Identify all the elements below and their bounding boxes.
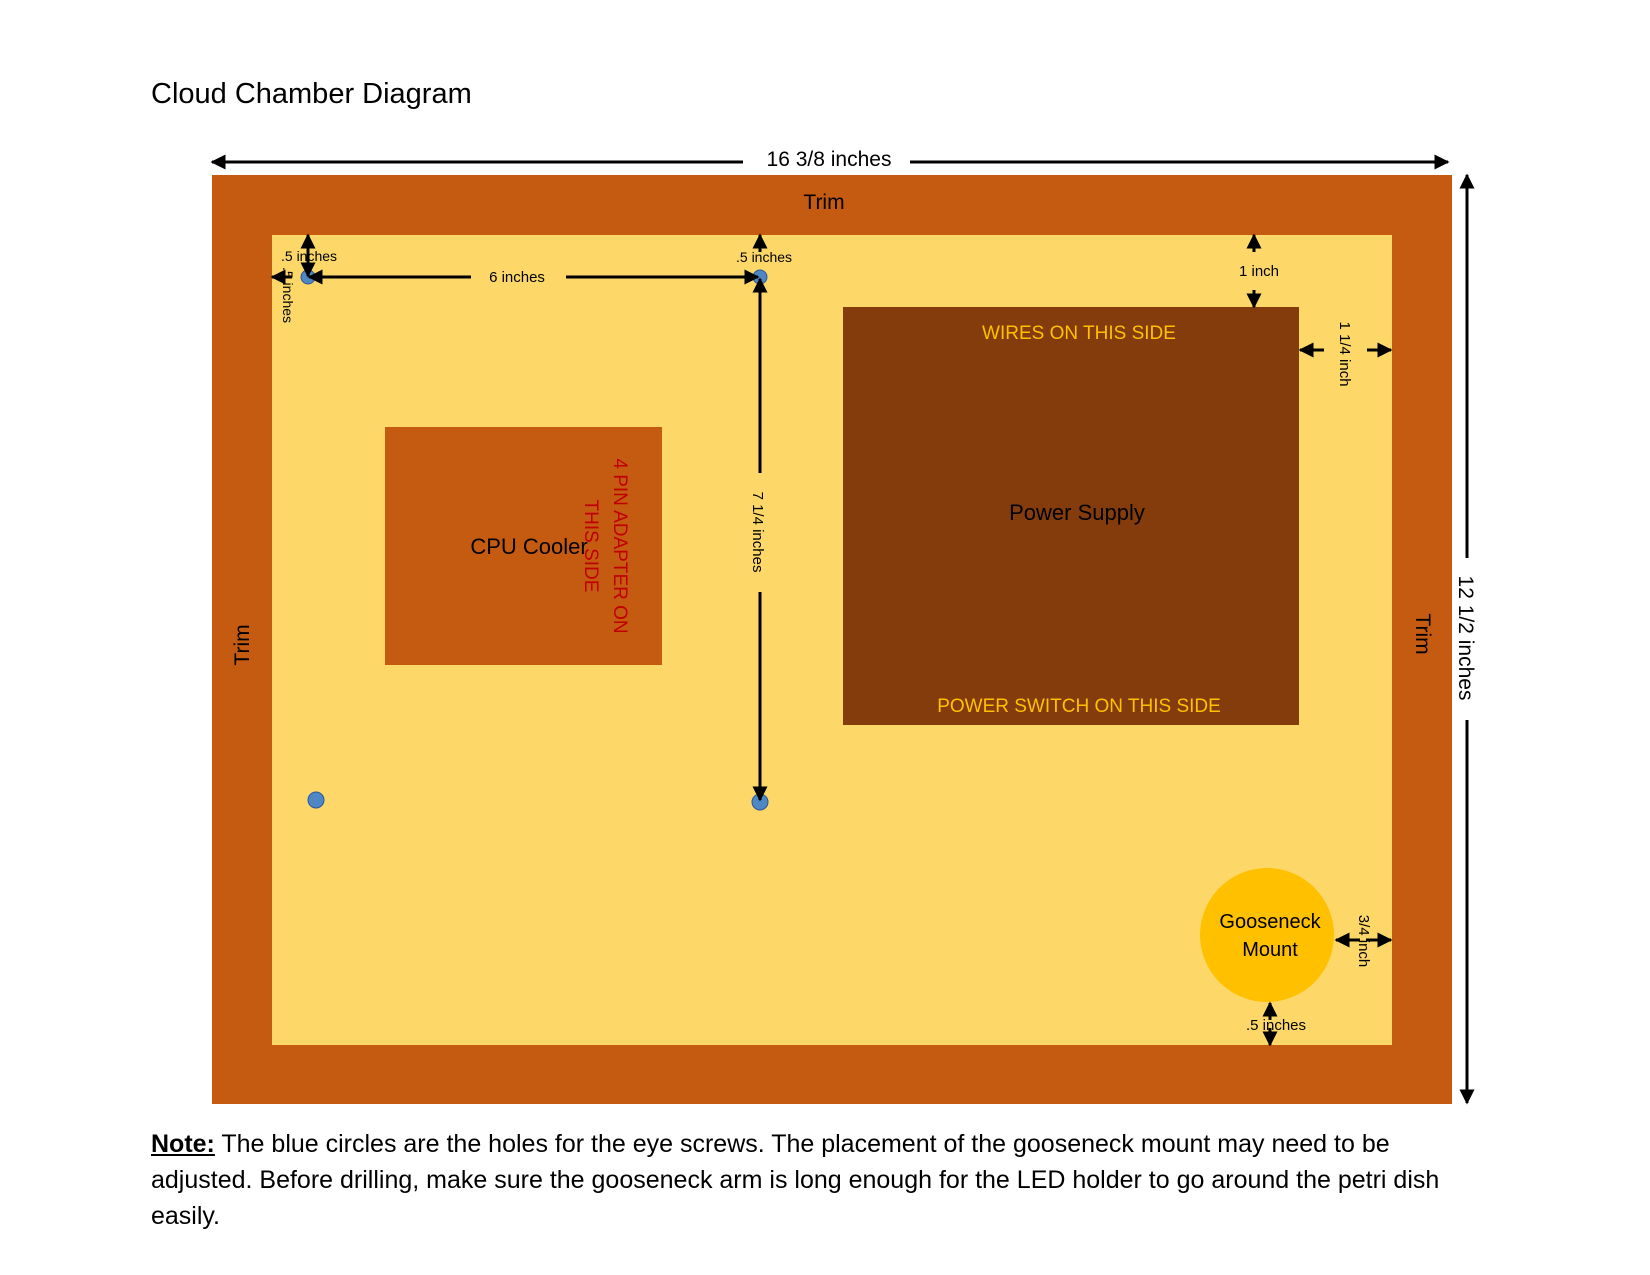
note-text: The blue circles are the holes for the e…: [151, 1130, 1440, 1230]
adapter-label-line1: 4 PIN ADAPTER ON: [609, 458, 630, 633]
gooseneck-label-line2: Mount: [1242, 939, 1298, 961]
power-supply-label: Power Supply: [1009, 500, 1145, 525]
note-label: Note:: [151, 1130, 215, 1158]
hole-left-offset-label: .5 inches: [280, 267, 296, 323]
eye-screw-hole-bottom-left: [307, 791, 325, 809]
trim-top-label: Trim: [803, 191, 844, 214]
gooseneck-right-offset-label: 3/4 inch: [1355, 915, 1372, 968]
hole-top-offset-label: .5 inches: [281, 248, 337, 264]
trim-left-label: Trim: [231, 624, 254, 665]
wires-label: WIRES ON THIS SIDE: [982, 323, 1176, 344]
hole-spacing-h-label: 6 inches: [489, 269, 545, 286]
overall-width-label: 16 3/8 inches: [767, 148, 892, 171]
psu-right-offset-label: 1 1/4 inch: [1336, 321, 1353, 386]
cpu-cooler-label: CPU Cooler: [470, 534, 587, 559]
adapter-label: 4 PIN ADAPTER ON THIS SIDE: [580, 458, 630, 633]
power-switch-label: POWER SWITCH ON THIS SIDE: [937, 696, 1221, 717]
page-title: Cloud Chamber Diagram: [151, 78, 472, 110]
cpu-cooler: [385, 427, 662, 665]
gooseneck-mount: [1200, 868, 1334, 1002]
hole-spacing-v-label: 7 1/4 inches: [749, 492, 766, 573]
power-supply: [843, 307, 1299, 725]
psu-top-offset-label: 1 inch: [1239, 263, 1279, 280]
overall-height-label: 12 1/2 inches: [1454, 576, 1477, 701]
gooseneck-label-line1: Gooseneck: [1219, 911, 1321, 933]
gooseneck-bottom-offset-label: .5 inches: [1246, 1017, 1306, 1034]
adapter-label-line2: THIS SIDE: [580, 500, 601, 593]
note-paragraph: Note: The blue circles are the holes for…: [151, 1126, 1491, 1234]
trim-right-label: Trim: [1411, 613, 1434, 654]
hole-top-offset-2-label: .5 inches: [736, 249, 792, 265]
